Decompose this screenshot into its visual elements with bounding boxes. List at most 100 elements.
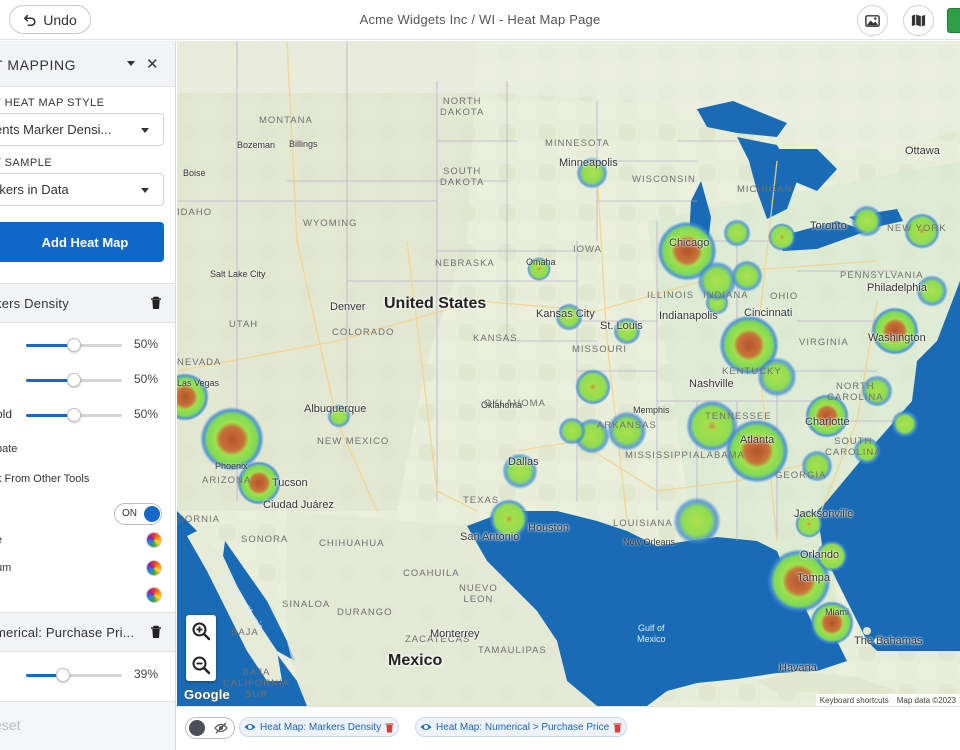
- heat-spot: [810, 601, 854, 645]
- heat-layer: [177, 157, 948, 645]
- heat-spot: [177, 373, 209, 421]
- trash-icon[interactable]: [150, 296, 162, 310]
- heat-spot: [719, 315, 779, 375]
- color-row[interactable]: um: [0, 560, 172, 576]
- toggle-knob: [144, 506, 160, 522]
- heat-spot: [327, 404, 351, 428]
- heat-spot: [673, 497, 721, 545]
- color-wheel-icon[interactable]: [146, 532, 162, 548]
- markers-density-section-header[interactable]: kers Density: [0, 283, 175, 323]
- heat-spot: [502, 453, 538, 489]
- section-title: kers Density: [0, 296, 69, 311]
- legend-chip-label: Heat Map: Numerical > Purchase Price: [436, 721, 610, 733]
- radius-slider-row[interactable]: 50%: [0, 370, 175, 390]
- slider-value: 39%: [134, 667, 159, 681]
- heat-spot: [527, 257, 551, 281]
- heat-spot: [904, 213, 940, 249]
- purchase-price-section-header[interactable]: merical: Purchase Pri...: [0, 612, 175, 652]
- slider-label: old: [0, 407, 13, 421]
- trash-icon[interactable]: [613, 722, 622, 733]
- heat-map-canvas[interactable]: United States Mexico NORTH DAKOTA MONTAN…: [177, 41, 960, 706]
- map-data-credit: Map data ©2023: [896, 695, 956, 705]
- slider-value: 50%: [134, 407, 159, 421]
- slider-track[interactable]: [26, 373, 122, 387]
- map-credit: Keyboard shortcuts Map data ©2023: [815, 694, 960, 706]
- heat-spot: [767, 549, 831, 613]
- slider-track[interactable]: [26, 408, 122, 422]
- heat-spot: [657, 221, 717, 281]
- heat-spot: [805, 394, 849, 438]
- slider-track[interactable]: [26, 668, 122, 682]
- heat-spot: [723, 219, 751, 247]
- zoom-controls: [186, 615, 216, 681]
- heat-map-style-label: T HEAT MAP STYLE: [0, 97, 105, 109]
- slider-thumb[interactable]: [56, 668, 71, 682]
- legend-chip-purchase-price[interactable]: Heat Map: Numerical > Purchase Price: [415, 717, 628, 737]
- heat-spot: [768, 223, 796, 251]
- heat-map-sample-value: rkers in Data: [0, 182, 69, 197]
- image-button[interactable]: [857, 5, 888, 36]
- color-row-label: um: [0, 562, 12, 574]
- heat-spot: [576, 157, 608, 189]
- heat-spot: [916, 275, 948, 307]
- add-heat-map-button[interactable]: Add Heat Map: [0, 222, 164, 262]
- slider-thumb[interactable]: [67, 373, 81, 387]
- slider-thumb[interactable]: [67, 408, 81, 422]
- heat-spot: [731, 260, 763, 292]
- collapse-chevron-icon[interactable]: [127, 61, 135, 66]
- opacity-slider-row[interactable]: 50%: [0, 335, 175, 355]
- heat-map-sample-select[interactable]: rkers in Data: [0, 173, 164, 206]
- heat-spot: [237, 461, 281, 505]
- reset-button[interactable]: eset: [0, 717, 21, 733]
- section-title: merical: Purchase Pri...: [0, 625, 135, 640]
- heat-spot: [801, 450, 833, 482]
- eye-icon[interactable]: [420, 722, 432, 732]
- heat-map-style-value: ents Marker Densi...: [0, 122, 112, 137]
- close-icon[interactable]: ✕: [146, 56, 159, 73]
- page-title: Acme Widgets Inc / WI - Heat Map Page: [359, 12, 601, 27]
- layer-legend-bar: Heat Map: Markers Density Heat Map: Nume…: [177, 706, 960, 750]
- heat-spot: [200, 407, 264, 471]
- color-wheel-icon[interactable]: [146, 587, 162, 603]
- chevron-down-icon: [141, 188, 149, 193]
- panel-header: T MAPPING ✕: [0, 41, 175, 87]
- trash-icon[interactable]: [150, 625, 162, 639]
- zoom-out-icon: [192, 656, 211, 675]
- heat-spot: [555, 303, 583, 331]
- heat-spot: [697, 261, 737, 301]
- trash-icon[interactable]: [385, 722, 394, 733]
- zoom-in-button[interactable]: [186, 615, 216, 647]
- heat-spot: [795, 510, 823, 538]
- threshold-slider-row[interactable]: old 50%: [0, 405, 175, 425]
- auto-update-row[interactable]: pate: [0, 443, 18, 455]
- map-icon: [911, 14, 926, 27]
- slider-thumb[interactable]: [67, 338, 81, 352]
- zoom-out-button[interactable]: [186, 649, 216, 681]
- legend-chip-markers-density[interactable]: Heat Map: Markers Density: [239, 717, 400, 737]
- undo-label: Undo: [43, 11, 77, 28]
- map-view-button[interactable]: [903, 5, 934, 36]
- spreadsheet-icon[interactable]: [947, 8, 960, 33]
- color-wheel-icon[interactable]: [146, 560, 162, 576]
- heat-spot: [851, 205, 883, 237]
- eye-icon[interactable]: [244, 722, 256, 732]
- toggle-label: ON: [122, 508, 137, 519]
- on-toggle[interactable]: ON: [114, 503, 162, 525]
- heat-spot: [871, 307, 919, 355]
- heat-spot: [686, 400, 738, 452]
- slider-track[interactable]: [26, 338, 122, 352]
- toggle-knob: [189, 720, 205, 736]
- map-base: [177, 41, 960, 706]
- slider-value: 50%: [134, 372, 159, 386]
- heat-mapping-panel: T MAPPING ✕ T HEAT MAP STYLE ents Marker…: [0, 41, 176, 750]
- undo-button[interactable]: Undo: [9, 5, 91, 34]
- link-from-other-tools-row[interactable]: k From Other Tools: [0, 473, 90, 485]
- purchase-price-slider-row[interactable]: 39%: [0, 665, 175, 685]
- layers-visibility-toggle[interactable]: [185, 717, 235, 739]
- heat-map-style-select[interactable]: ents Marker Densi...: [0, 113, 164, 146]
- keyboard-shortcuts-link[interactable]: Keyboard shortcuts: [819, 695, 889, 705]
- heat-spot: [853, 437, 881, 465]
- heat-spot: [725, 419, 789, 483]
- eye-off-icon: [214, 722, 228, 734]
- color-row[interactable]: e: [0, 532, 172, 548]
